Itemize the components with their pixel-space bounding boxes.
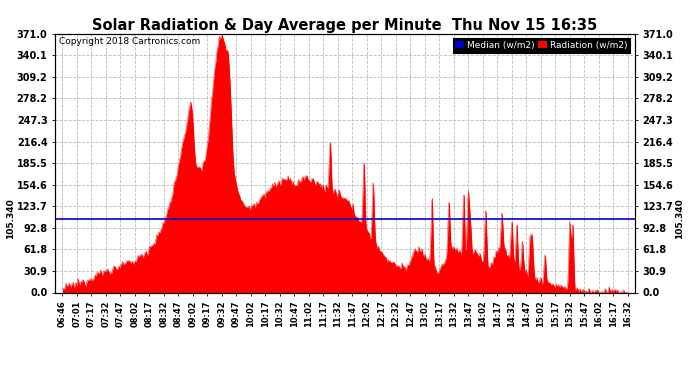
Text: 105.340: 105.340 [675, 199, 684, 239]
Text: Copyright 2018 Cartronics.com: Copyright 2018 Cartronics.com [59, 38, 200, 46]
Title: Solar Radiation & Day Average per Minute  Thu Nov 15 16:35: Solar Radiation & Day Average per Minute… [92, 18, 598, 33]
Text: 105.340: 105.340 [6, 199, 15, 239]
Legend: Median (w/m2), Radiation (w/m2): Median (w/m2), Radiation (w/m2) [453, 38, 630, 53]
